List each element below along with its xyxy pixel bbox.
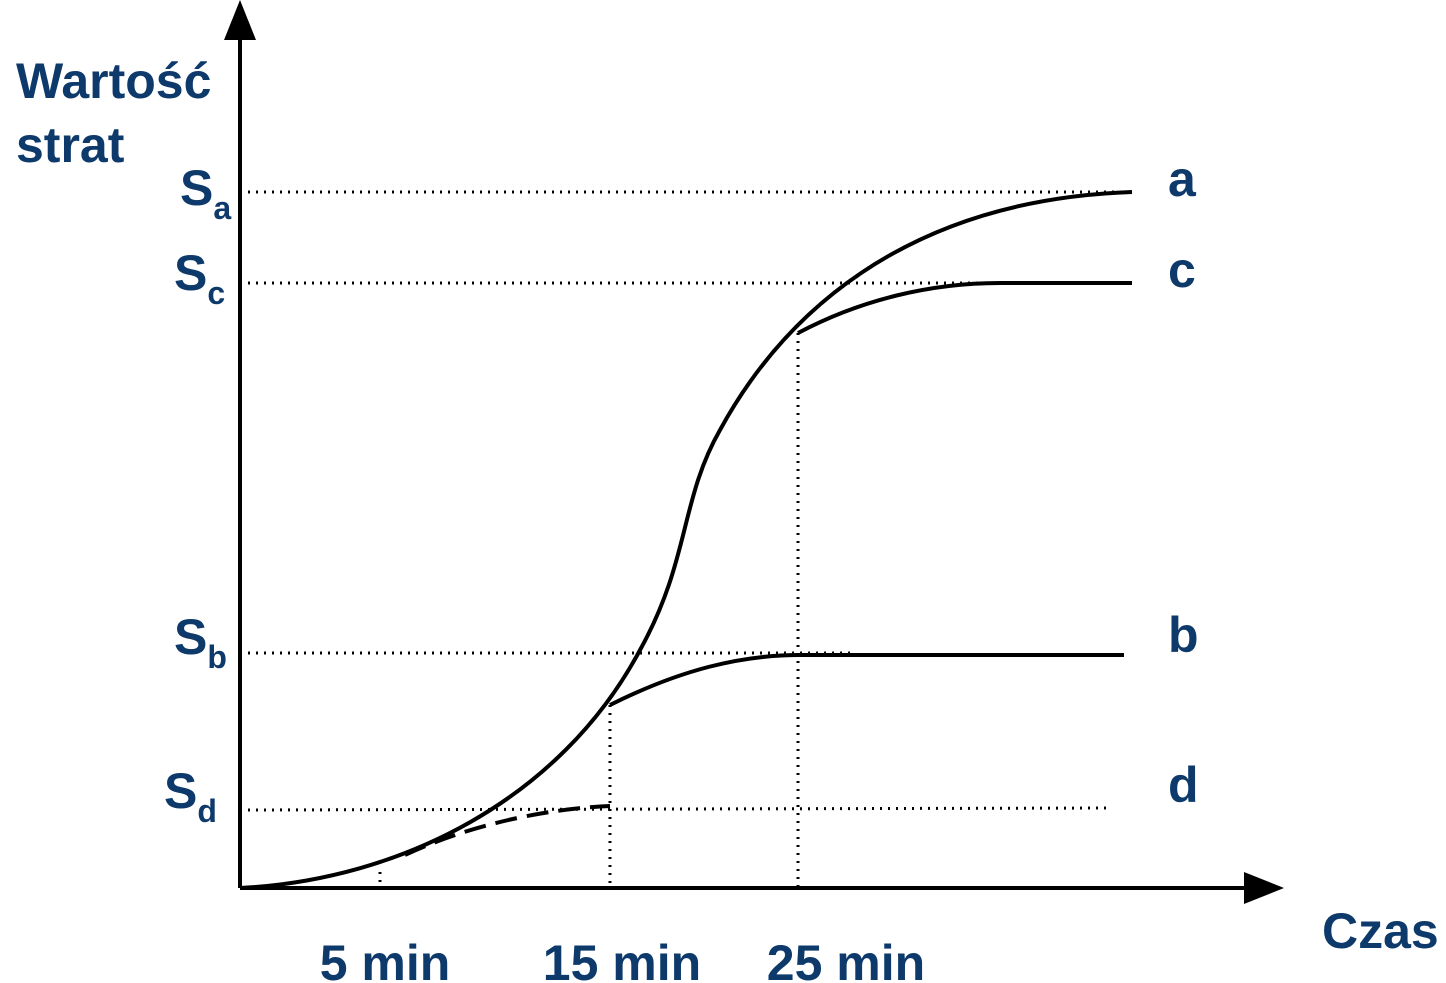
curve-label: a [1168, 151, 1197, 207]
curves [240, 192, 1132, 888]
curve-b [610, 655, 1124, 705]
x-label: Czas [1322, 903, 1439, 959]
level-label: Sa [180, 160, 231, 226]
guide-sd [248, 808, 1108, 810]
curve-c [798, 283, 1132, 333]
level-label: Sb [174, 609, 227, 675]
level-symbol: S [174, 609, 207, 665]
level-subscript: d [197, 793, 217, 829]
level-symbol: S [164, 763, 197, 819]
level-subscript: a [213, 190, 231, 226]
guides [248, 192, 1130, 888]
level-symbol: S [180, 160, 213, 216]
curve-label: c [1168, 242, 1196, 298]
curve-d [405, 806, 610, 855]
time-label: 15 min [543, 935, 701, 983]
level-label: Sc [174, 245, 225, 311]
time-label: 5 min [320, 935, 451, 983]
level-subscript: c [207, 275, 225, 311]
y-label: strat [16, 117, 125, 173]
time-label: 25 min [767, 935, 925, 983]
curve-label: b [1168, 607, 1199, 663]
y-label: Wartość [16, 53, 211, 109]
level-label: Sd [164, 763, 217, 829]
level-subscript: b [207, 639, 227, 675]
curve-label: d [1168, 757, 1199, 813]
axes [240, 16, 1268, 888]
diagram: Wartość strat Czas 5 min 15 min 25 min S… [0, 0, 1446, 983]
curve-a [240, 192, 1132, 888]
level-symbol: S [174, 245, 207, 301]
